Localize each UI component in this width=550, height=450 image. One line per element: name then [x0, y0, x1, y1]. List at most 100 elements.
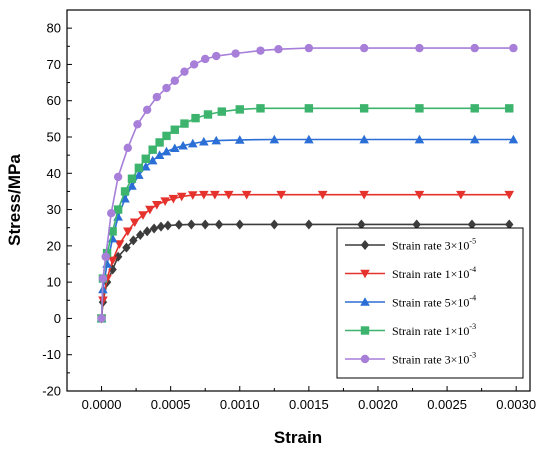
data-point [129, 218, 140, 228]
y-tick-label: 40 [47, 166, 61, 181]
data-point [108, 227, 117, 236]
data-point [203, 110, 213, 119]
data-point [170, 125, 180, 134]
data-point [256, 104, 265, 113]
series-1 [97, 219, 514, 324]
data-point [504, 190, 515, 200]
data-point [97, 314, 106, 323]
x-tick-label: 0.0025 [427, 397, 467, 412]
y-tick-label: 30 [47, 202, 61, 217]
data-point [162, 83, 171, 93]
data-point [163, 220, 173, 231]
data-point [168, 194, 179, 204]
data-point [145, 205, 155, 215]
legend-marker [360, 269, 370, 279]
data-point [160, 197, 170, 207]
y-tick-label: 0 [54, 311, 61, 326]
data-point [210, 190, 220, 200]
x-tick-label: 0.0020 [358, 397, 398, 412]
data-point [170, 143, 180, 153]
data-point [123, 227, 133, 237]
data-point [187, 191, 198, 200]
data-point [212, 51, 221, 61]
data-point [509, 43, 518, 53]
data-point [127, 174, 137, 183]
legend-label: Strain rate 5×10-4 [392, 294, 476, 310]
data-point [178, 140, 188, 150]
data-point [187, 138, 198, 148]
data-point [107, 209, 116, 218]
data-point [149, 223, 159, 234]
data-point [415, 43, 424, 53]
data-point [155, 138, 164, 147]
data-point [357, 219, 366, 230]
data-point [180, 119, 189, 128]
legend-item-2: Strain rate 1×10-4 [345, 265, 476, 281]
data-point [161, 146, 172, 156]
data-point [120, 187, 130, 196]
data-point [211, 135, 222, 145]
data-point [304, 219, 314, 230]
data-point [269, 134, 280, 144]
data-point [469, 134, 480, 144]
data-point [274, 44, 283, 54]
legend-item-4: Strain rate 1×10-3 [345, 322, 476, 338]
data-point [136, 229, 145, 240]
legend-label: Strain rate 1×10-4 [392, 265, 476, 281]
series-5 [97, 43, 518, 323]
legend: Strain rate 3×10-5 Strain rate 1×10-4 Stra… [336, 227, 524, 379]
data-point [304, 134, 314, 144]
legend-label: Strain rate 1×10-3 [392, 322, 476, 338]
data-point [241, 190, 252, 200]
data-point [359, 190, 369, 200]
y-axis-title: Stress/MPa [5, 154, 24, 246]
data-point [231, 49, 240, 58]
legend-marker [360, 326, 370, 335]
legend-marker [360, 240, 370, 250]
data-point [199, 190, 209, 200]
data-point [223, 190, 234, 200]
data-point [170, 76, 180, 85]
legend-label: Strain rate 3×10-3 [392, 351, 476, 367]
y-tick-label: 60 [47, 93, 61, 108]
data-point [415, 104, 424, 113]
data-point [152, 201, 162, 210]
data-point [147, 155, 158, 165]
series-2 [96, 190, 515, 324]
data-point [414, 134, 425, 144]
legend-marker [360, 354, 370, 364]
data-point [107, 256, 118, 266]
y-tick-label: 20 [47, 238, 61, 253]
plot-frame [66, 9, 531, 392]
y-tick-label: 80 [47, 21, 61, 36]
legend-marker [360, 297, 370, 306]
y-tick-label: -20 [42, 384, 61, 399]
data-point [276, 190, 287, 200]
data-point [304, 104, 314, 113]
y-tick-label: 50 [47, 130, 61, 145]
data-point [317, 190, 328, 200]
data-point [122, 242, 131, 253]
data-point [176, 192, 187, 202]
data-point [359, 43, 369, 53]
data-point [270, 219, 279, 230]
data-point [235, 105, 244, 114]
data-point [134, 163, 144, 173]
data-point [191, 113, 200, 123]
data-point [235, 219, 244, 230]
data-point [214, 219, 224, 230]
data-point [359, 104, 369, 113]
series-3 [96, 134, 519, 323]
data-point [508, 134, 519, 144]
data-point [256, 46, 265, 55]
data-point [129, 235, 138, 246]
data-point [142, 226, 152, 237]
data-point [162, 131, 171, 141]
y-tick-label: 10 [47, 275, 61, 290]
x-tick-label: 0.0000 [82, 397, 122, 412]
x-tick-label: 0.0030 [496, 397, 536, 412]
data-point [217, 107, 226, 116]
data-point [180, 67, 189, 76]
data-point [304, 43, 314, 53]
